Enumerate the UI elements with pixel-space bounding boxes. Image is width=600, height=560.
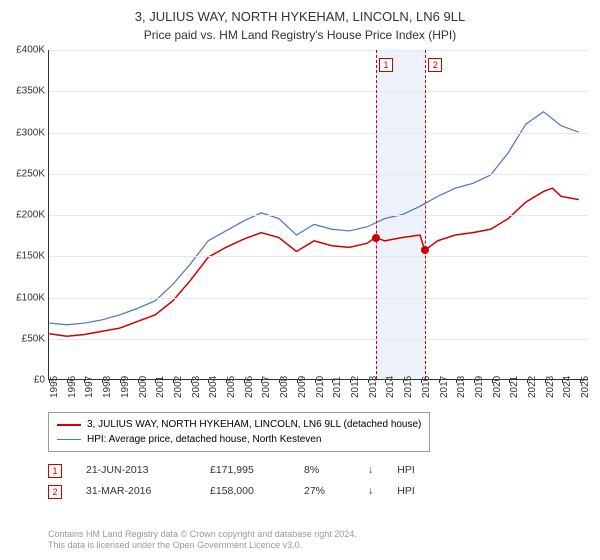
x-axis-label: 1995 xyxy=(49,376,60,398)
chart-footer: Contains HM Land Registry data © Crown c… xyxy=(48,529,357,552)
x-axis-label: 2017 xyxy=(439,376,450,398)
y-axis-label: £0 xyxy=(5,375,45,386)
x-axis-label: 2006 xyxy=(244,376,255,398)
x-axis-label: 2002 xyxy=(173,376,184,398)
x-axis-label: 2001 xyxy=(155,376,166,398)
legend-row: HPI: Average price, detached house, Nort… xyxy=(57,432,421,447)
y-gridline xyxy=(49,256,588,257)
y-gridline xyxy=(49,215,588,216)
legend-swatch xyxy=(57,439,81,440)
y-axis-label: £50K xyxy=(5,333,45,344)
x-axis-label: 2008 xyxy=(279,376,290,398)
y-axis-label: £100K xyxy=(5,292,45,303)
sale-date: 31-MAR-2016 xyxy=(86,481,186,502)
series-line-hpi xyxy=(49,112,578,325)
legend-swatch xyxy=(57,424,81,426)
sale-vline xyxy=(425,50,426,379)
sale-pct: 27% xyxy=(304,481,344,502)
sales-table: 1 21-JUN-2013 £171,995 8% ↓ HPI 2 31-MAR-2016 £1… xyxy=(48,460,415,502)
y-gridline xyxy=(49,133,588,134)
sale-dot xyxy=(421,246,429,254)
sale-row: 1 21-JUN-2013 £171,995 8% ↓ HPI xyxy=(48,460,415,481)
legend-label: HPI: Average price, detached house, Nort… xyxy=(87,432,321,447)
sale-arrow-icon: ↓ xyxy=(368,481,373,502)
x-axis-label: 1996 xyxy=(67,376,78,398)
x-axis-label: 2007 xyxy=(261,376,272,398)
footer-line: Contains HM Land Registry data © Crown c… xyxy=(48,529,357,541)
x-axis-label: 1997 xyxy=(84,376,95,398)
x-axis-label: 2025 xyxy=(580,376,591,398)
chart-container: 3, JULIUS WAY, NORTH HYKEHAM, LINCOLN, L… xyxy=(0,0,600,560)
x-axis-label: 2019 xyxy=(474,376,485,398)
sale-price: £171,995 xyxy=(210,460,280,481)
sale-price: £158,000 xyxy=(210,481,280,502)
sale-dot xyxy=(372,234,380,242)
legend-label: 3, JULIUS WAY, NORTH HYKEHAM, LINCOLN, L… xyxy=(87,417,421,432)
y-axis-label: £300K xyxy=(5,127,45,138)
x-axis-label: 2022 xyxy=(527,376,538,398)
footer-line: This data is licensed under the Open Gov… xyxy=(48,540,357,552)
sale-ref: HPI xyxy=(397,460,415,481)
x-axis-label: 2000 xyxy=(138,376,149,398)
y-gridline xyxy=(49,174,588,175)
sale-row: 2 31-MAR-2016 £158,000 27% ↓ HPI xyxy=(48,481,415,502)
y-gridline xyxy=(49,50,588,51)
x-axis-label: 1999 xyxy=(120,376,131,398)
sale-vline xyxy=(376,50,377,379)
y-axis-label: £200K xyxy=(5,210,45,221)
x-axis-label: 2021 xyxy=(509,376,520,398)
x-axis-label: 2020 xyxy=(492,376,503,398)
sale-pct: 8% xyxy=(304,460,344,481)
chart-legend: 3, JULIUS WAY, NORTH HYKEHAM, LINCOLN, L… xyxy=(48,412,430,452)
sale-row-marker: 2 xyxy=(48,485,62,499)
x-axis-label: 2005 xyxy=(226,376,237,398)
y-axis-label: £150K xyxy=(5,251,45,262)
x-axis-label: 2009 xyxy=(297,376,308,398)
x-axis-label: 2014 xyxy=(385,376,396,398)
sale-marker-box: 1 xyxy=(379,58,393,72)
chart-subtitle: Price paid vs. HM Land Registry's House … xyxy=(0,26,600,46)
sale-marker-box: 2 xyxy=(428,58,442,72)
x-axis-label: 2004 xyxy=(208,376,219,398)
sale-ref: HPI xyxy=(397,481,415,502)
x-axis-label: 2018 xyxy=(456,376,467,398)
chart-title: 3, JULIUS WAY, NORTH HYKEHAM, LINCOLN, L… xyxy=(0,0,600,26)
x-axis-label: 2010 xyxy=(315,376,326,398)
y-axis-label: £400K xyxy=(5,45,45,56)
chart-plot-area: £0£50K£100K£150K£200K£250K£300K£350K£400… xyxy=(48,50,588,380)
x-axis-label: 2003 xyxy=(191,376,202,398)
x-axis-label: 2012 xyxy=(350,376,361,398)
x-axis-label: 1998 xyxy=(102,376,113,398)
x-axis-label: 2015 xyxy=(403,376,414,398)
sale-row-marker: 1 xyxy=(48,464,62,478)
y-axis-label: £250K xyxy=(5,168,45,179)
x-axis-label: 2024 xyxy=(562,376,573,398)
series-line-property xyxy=(49,188,578,336)
x-axis-label: 2013 xyxy=(368,376,379,398)
x-axis-label: 2011 xyxy=(332,376,343,398)
x-axis-label: 2016 xyxy=(421,376,432,398)
legend-row: 3, JULIUS WAY, NORTH HYKEHAM, LINCOLN, L… xyxy=(57,417,421,432)
sale-date: 21-JUN-2013 xyxy=(86,460,186,481)
y-axis-label: £350K xyxy=(5,86,45,97)
x-axis-label: 2023 xyxy=(545,376,556,398)
y-gridline xyxy=(49,298,588,299)
y-gridline xyxy=(49,91,588,92)
y-gridline xyxy=(49,339,588,340)
sale-arrow-icon: ↓ xyxy=(368,460,373,481)
